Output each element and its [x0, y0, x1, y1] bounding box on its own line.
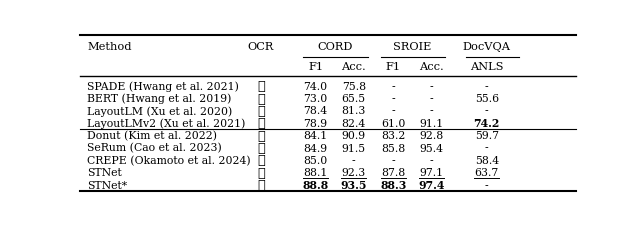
- Text: 78.9: 78.9: [303, 119, 328, 129]
- Text: -: -: [352, 156, 356, 166]
- Text: F1: F1: [308, 62, 323, 72]
- Text: 95.4: 95.4: [419, 144, 443, 154]
- Text: 78.4: 78.4: [303, 106, 328, 116]
- Text: Acc.: Acc.: [341, 62, 366, 72]
- Text: CORD: CORD: [317, 42, 353, 52]
- Text: ✔: ✔: [257, 93, 265, 105]
- Text: 92.3: 92.3: [342, 168, 366, 178]
- Text: Method: Method: [88, 42, 132, 52]
- Text: -: -: [485, 181, 488, 191]
- Text: 91.1: 91.1: [419, 119, 444, 129]
- Text: 63.7: 63.7: [475, 168, 499, 178]
- Text: STNet: STNet: [88, 168, 122, 178]
- Text: -: -: [392, 94, 396, 104]
- Text: 88.3: 88.3: [380, 180, 406, 191]
- Text: 82.4: 82.4: [342, 119, 366, 129]
- Text: OCR: OCR: [248, 42, 274, 52]
- Text: -: -: [429, 94, 433, 104]
- Text: 75.8: 75.8: [342, 82, 366, 92]
- Text: Donut (Kim et al. 2022): Donut (Kim et al. 2022): [88, 131, 218, 141]
- Text: ✘: ✘: [257, 130, 265, 143]
- Text: 85.0: 85.0: [303, 156, 328, 166]
- Text: SeRum (Cao et al. 2023): SeRum (Cao et al. 2023): [88, 143, 222, 154]
- Text: ✔: ✔: [257, 105, 265, 118]
- Text: ✘: ✘: [257, 179, 265, 192]
- Text: -: -: [392, 82, 396, 92]
- Text: -: -: [485, 82, 488, 92]
- Text: BERT (Hwang et al. 2019): BERT (Hwang et al. 2019): [88, 94, 232, 104]
- Text: Acc.: Acc.: [419, 62, 444, 72]
- Text: LayoutLM (Xu et al. 2020): LayoutLM (Xu et al. 2020): [88, 106, 233, 117]
- Text: 91.5: 91.5: [342, 144, 366, 154]
- Text: -: -: [485, 144, 488, 154]
- Text: ✘: ✘: [257, 154, 265, 167]
- Text: 88.8: 88.8: [303, 180, 329, 191]
- Text: 55.6: 55.6: [475, 94, 499, 104]
- Text: -: -: [429, 156, 433, 166]
- Text: 61.0: 61.0: [381, 119, 406, 129]
- Text: SPADE (Hwang et al. 2021): SPADE (Hwang et al. 2021): [88, 81, 239, 92]
- Text: 97.4: 97.4: [418, 180, 444, 191]
- Text: DocVQA: DocVQA: [463, 42, 511, 52]
- Text: SROIE: SROIE: [393, 42, 431, 52]
- Text: -: -: [429, 106, 433, 116]
- Text: F1: F1: [386, 62, 401, 72]
- Text: ✘: ✘: [257, 167, 265, 180]
- Text: -: -: [485, 106, 488, 116]
- Text: -: -: [392, 156, 396, 166]
- Text: 84.9: 84.9: [303, 144, 328, 154]
- Text: 92.8: 92.8: [419, 131, 444, 141]
- Text: 90.9: 90.9: [342, 131, 366, 141]
- Text: 81.3: 81.3: [342, 106, 366, 116]
- Text: ✘: ✘: [257, 142, 265, 155]
- Text: 85.8: 85.8: [381, 144, 406, 154]
- Text: 97.1: 97.1: [419, 168, 444, 178]
- Text: LayoutLMv2 (Xu et al. 2021): LayoutLMv2 (Xu et al. 2021): [88, 119, 246, 129]
- Text: 73.0: 73.0: [303, 94, 328, 104]
- Text: 74.2: 74.2: [474, 118, 500, 129]
- Text: 65.5: 65.5: [342, 94, 366, 104]
- Text: STNet*: STNet*: [88, 181, 127, 191]
- Text: 58.4: 58.4: [475, 156, 499, 166]
- Text: -: -: [429, 82, 433, 92]
- Text: 93.5: 93.5: [340, 180, 367, 191]
- Text: 74.0: 74.0: [303, 82, 328, 92]
- Text: 87.8: 87.8: [381, 168, 406, 178]
- Text: ✔: ✔: [257, 117, 265, 130]
- Text: ANLS: ANLS: [470, 62, 504, 72]
- Text: CREPE (Okamoto et al. 2024): CREPE (Okamoto et al. 2024): [88, 156, 251, 166]
- Text: 83.2: 83.2: [381, 131, 406, 141]
- Text: 84.1: 84.1: [303, 131, 328, 141]
- Text: 88.1: 88.1: [303, 168, 328, 178]
- Text: 59.7: 59.7: [475, 131, 499, 141]
- Text: ✔: ✔: [257, 80, 265, 93]
- Text: -: -: [392, 106, 396, 116]
